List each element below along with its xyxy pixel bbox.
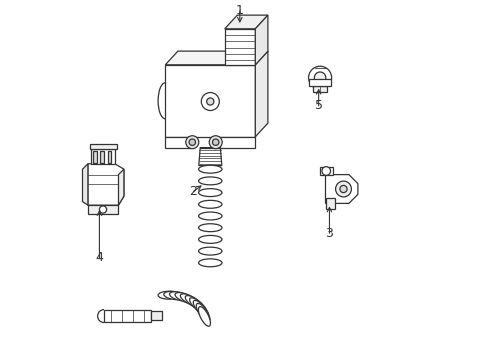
Ellipse shape [198, 224, 222, 232]
Ellipse shape [185, 296, 203, 310]
Circle shape [185, 136, 199, 149]
Circle shape [321, 167, 330, 175]
Ellipse shape [198, 189, 222, 197]
Polygon shape [89, 144, 117, 149]
Polygon shape [101, 151, 104, 163]
Ellipse shape [193, 300, 208, 318]
Ellipse shape [198, 259, 222, 267]
Ellipse shape [198, 247, 222, 255]
Polygon shape [224, 15, 267, 29]
Polygon shape [82, 164, 88, 205]
Ellipse shape [158, 291, 179, 299]
Polygon shape [199, 148, 222, 166]
Ellipse shape [169, 292, 190, 301]
Circle shape [339, 185, 346, 193]
Circle shape [209, 136, 222, 149]
Ellipse shape [198, 307, 210, 326]
Polygon shape [325, 175, 357, 203]
Text: 4: 4 [95, 251, 103, 264]
Ellipse shape [163, 291, 185, 300]
Polygon shape [151, 311, 162, 320]
Ellipse shape [198, 200, 222, 208]
Polygon shape [325, 198, 334, 209]
Polygon shape [320, 167, 332, 175]
Ellipse shape [180, 294, 200, 306]
Ellipse shape [189, 298, 206, 314]
Ellipse shape [175, 293, 195, 303]
Polygon shape [165, 65, 255, 137]
Polygon shape [255, 51, 267, 137]
Circle shape [335, 181, 351, 197]
Polygon shape [312, 86, 326, 92]
Circle shape [201, 93, 219, 111]
Polygon shape [91, 149, 115, 164]
Polygon shape [104, 310, 151, 322]
Polygon shape [165, 51, 267, 65]
Circle shape [212, 139, 219, 145]
Polygon shape [118, 169, 123, 205]
Polygon shape [165, 137, 190, 148]
Circle shape [308, 66, 331, 89]
Polygon shape [93, 151, 97, 163]
Circle shape [189, 139, 195, 145]
Text: 1: 1 [235, 4, 243, 17]
Ellipse shape [198, 212, 222, 220]
Polygon shape [88, 164, 123, 205]
Polygon shape [215, 137, 255, 148]
Polygon shape [224, 29, 255, 65]
Ellipse shape [196, 303, 209, 322]
Polygon shape [309, 79, 330, 86]
Text: 5: 5 [314, 99, 322, 112]
Polygon shape [107, 151, 111, 163]
Polygon shape [88, 205, 118, 214]
Ellipse shape [198, 235, 222, 243]
Circle shape [314, 72, 325, 84]
Ellipse shape [198, 177, 222, 185]
Polygon shape [255, 15, 267, 65]
Circle shape [206, 98, 213, 105]
Text: 2: 2 [189, 185, 197, 198]
Ellipse shape [198, 165, 222, 173]
Circle shape [99, 206, 106, 213]
Text: 3: 3 [325, 227, 333, 240]
